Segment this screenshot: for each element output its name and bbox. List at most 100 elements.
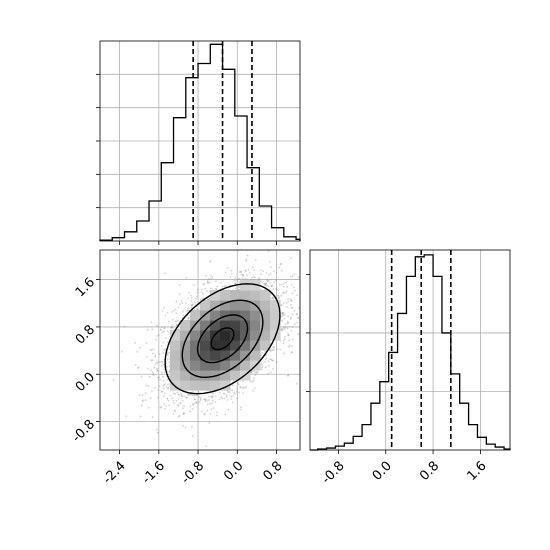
- scatter-point: [225, 394, 228, 397]
- density-cell: [220, 300, 231, 311]
- scatter-point: [212, 407, 215, 409]
- scatter-point: [164, 272, 167, 275]
- density-cell: [250, 290, 261, 301]
- density-cell: [210, 320, 221, 331]
- scatter-point: [286, 332, 289, 335]
- density-cell: [240, 290, 251, 301]
- scatter-point: [174, 393, 176, 395]
- scatter-point: [291, 307, 294, 309]
- scatter-point: [284, 281, 287, 284]
- scatter-point: [251, 276, 254, 279]
- scatter-point: [295, 313, 298, 315]
- scatter-point: [151, 349, 153, 351]
- scatter-point: [231, 389, 234, 392]
- scatter-point: [292, 338, 294, 341]
- scatter-point: [238, 271, 241, 273]
- scatter-point: [156, 369, 159, 372]
- scatter-point: [254, 276, 256, 279]
- scatter-point: [202, 293, 205, 295]
- scatter-point: [275, 279, 277, 282]
- scatter-point: [156, 361, 159, 364]
- density-cell: [270, 300, 281, 311]
- scatter-point: [171, 311, 173, 313]
- scatter-point: [174, 320, 177, 323]
- scatter-point: [195, 295, 198, 298]
- scatter-point: [208, 395, 210, 398]
- scatter-point: [231, 384, 234, 387]
- scatter-point: [140, 404, 143, 407]
- scatter-point: [258, 277, 261, 280]
- scatter-point: [284, 335, 286, 338]
- scatter-point: [156, 335, 159, 337]
- scatter-point: [282, 312, 285, 314]
- scatter-point: [242, 274, 245, 276]
- scatter-point: [272, 348, 275, 351]
- density-cell: [200, 340, 211, 351]
- density-cell: [170, 380, 181, 391]
- scatter-point: [182, 424, 184, 427]
- scatter-point: [211, 276, 214, 279]
- density-cell: [200, 370, 211, 381]
- scatter-point: [162, 341, 165, 344]
- scatter-point: [164, 383, 166, 385]
- scatter-point: [170, 326, 173, 329]
- density-cell: [200, 300, 211, 311]
- scatter-point: [232, 395, 235, 397]
- scatter-point: [283, 314, 286, 316]
- scatter-point: [156, 431, 159, 434]
- density-cell: [240, 320, 251, 331]
- scatter-point: [160, 345, 163, 347]
- density-cell: [230, 300, 241, 311]
- density-cell: [240, 300, 251, 311]
- scatter-point: [203, 413, 206, 416]
- scatter-point: [186, 307, 189, 310]
- density-contours: [164, 283, 281, 395]
- scatter-point: [234, 279, 236, 282]
- scatter-point: [251, 381, 254, 383]
- scatter-point: [161, 331, 164, 334]
- scatter-point: [167, 351, 169, 354]
- scatter-point: [163, 326, 166, 329]
- scatter-point: [223, 392, 226, 395]
- scatter-point: [278, 297, 281, 299]
- scatter-point: [146, 328, 149, 331]
- scatter-point: [260, 363, 263, 366]
- scatter-point: [183, 412, 186, 415]
- scatter-point: [287, 334, 290, 336]
- scatter-point: [159, 328, 162, 331]
- scatter-point: [280, 269, 283, 272]
- scatter-point: [207, 282, 210, 284]
- scatter-point: [280, 329, 283, 332]
- scatter-point: [272, 288, 275, 290]
- scatter-point: [272, 359, 274, 362]
- scatter-point: [197, 288, 200, 291]
- scatter-point: [192, 303, 194, 306]
- density-cell: [230, 370, 241, 381]
- scatter-point: [238, 286, 241, 289]
- scatter-point: [281, 312, 284, 314]
- scatter-point: [271, 297, 274, 300]
- scatter-point: [249, 380, 252, 383]
- scatter-point: [139, 415, 142, 418]
- scatter-point: [163, 387, 166, 390]
- scatter-point: [265, 272, 268, 274]
- scatter-point: [265, 284, 267, 287]
- scatter-point: [298, 307, 300, 309]
- scatter-point: [282, 282, 285, 285]
- scatter-point: [175, 312, 178, 315]
- scatter-point: [240, 406, 242, 408]
- scatter-point: [176, 319, 179, 322]
- scatter-point: [262, 270, 265, 273]
- contour-line: [181, 299, 264, 379]
- scatter-point: [182, 413, 185, 415]
- histogram-y-step-line: [310, 254, 511, 451]
- scatter-point: [235, 286, 238, 288]
- scatter-point: [138, 394, 141, 396]
- scatter-point: [203, 282, 206, 285]
- scatter-point: [169, 394, 172, 397]
- scatter-point: [260, 269, 262, 271]
- scatter-point: [293, 323, 296, 326]
- scatter-point: [191, 408, 194, 410]
- scatter-point: [272, 367, 274, 370]
